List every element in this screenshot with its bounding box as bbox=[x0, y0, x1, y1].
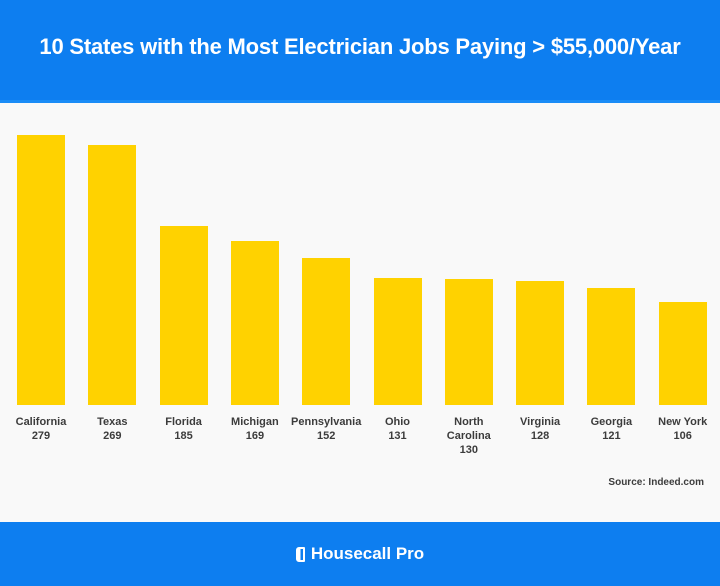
brand-logo: Housecall Pro bbox=[295, 544, 425, 564]
job-count: 169 bbox=[245, 430, 265, 442]
job-count: 128 bbox=[530, 430, 550, 442]
job-count: 152 bbox=[317, 430, 336, 442]
state-name: California bbox=[15, 416, 67, 428]
chart-title: 10 States with the Most Electrician Jobs… bbox=[39, 34, 681, 59]
state-name: Florida bbox=[165, 416, 202, 428]
bar-label: New York 106 bbox=[643, 415, 720, 443]
footer-banner: Housecall Pro bbox=[0, 522, 720, 586]
job-count: 130 bbox=[459, 444, 478, 456]
bar-label: California 279 bbox=[1, 415, 81, 443]
bar-california bbox=[17, 135, 65, 405]
state-name: Texas bbox=[97, 416, 128, 428]
bar-new-york bbox=[658, 302, 707, 405]
brand-name: Housecall Pro bbox=[310, 544, 425, 563]
bar-label: Georgia 121 bbox=[571, 415, 651, 443]
bar-label: Virginia 128 bbox=[500, 415, 580, 443]
bar-ohio bbox=[373, 278, 422, 405]
state-name: Ohio bbox=[384, 416, 411, 428]
job-count: 121 bbox=[602, 430, 621, 442]
housecall-pro-logo-icon bbox=[295, 546, 305, 562]
source-note: Source: Indeed.com bbox=[608, 477, 704, 488]
bar-pennsylvania bbox=[302, 258, 351, 405]
bar-virginia bbox=[516, 281, 565, 405]
bar-label: North Carolina 130 bbox=[429, 415, 509, 457]
bar-georgia bbox=[587, 288, 636, 405]
bar-label: Michigan 169 bbox=[215, 415, 295, 443]
header-banner: 10 States with the Most Electrician Jobs… bbox=[0, 0, 720, 103]
state-name: Michigan bbox=[231, 416, 279, 428]
job-count: 269 bbox=[103, 430, 122, 442]
state-name: North Carolina bbox=[446, 416, 491, 442]
bar-michigan bbox=[230, 241, 279, 405]
category-labels: California 279 Texas 269 Florida 185 Michigan 1… bbox=[0, 415, 720, 465]
bar-florida bbox=[159, 226, 208, 405]
bar-label: Ohio 131 bbox=[358, 415, 438, 443]
state-name: New York bbox=[658, 416, 708, 428]
bar-plot-area bbox=[0, 103, 720, 405]
bar-label: Florida 185 bbox=[144, 415, 224, 443]
job-count: 185 bbox=[174, 430, 193, 442]
job-count: 131 bbox=[388, 430, 407, 442]
bar-texas bbox=[88, 145, 137, 405]
job-count: 279 bbox=[31, 430, 51, 442]
state-name: Virginia bbox=[520, 416, 561, 428]
job-count: 106 bbox=[673, 430, 692, 442]
bar-north-carolina bbox=[444, 279, 493, 405]
bar-label: Pennsylvania 152 bbox=[286, 415, 366, 443]
state-name: Pennsylvania bbox=[291, 416, 362, 428]
bar-label: Texas 269 bbox=[72, 415, 152, 443]
state-name: Georgia bbox=[590, 416, 633, 428]
